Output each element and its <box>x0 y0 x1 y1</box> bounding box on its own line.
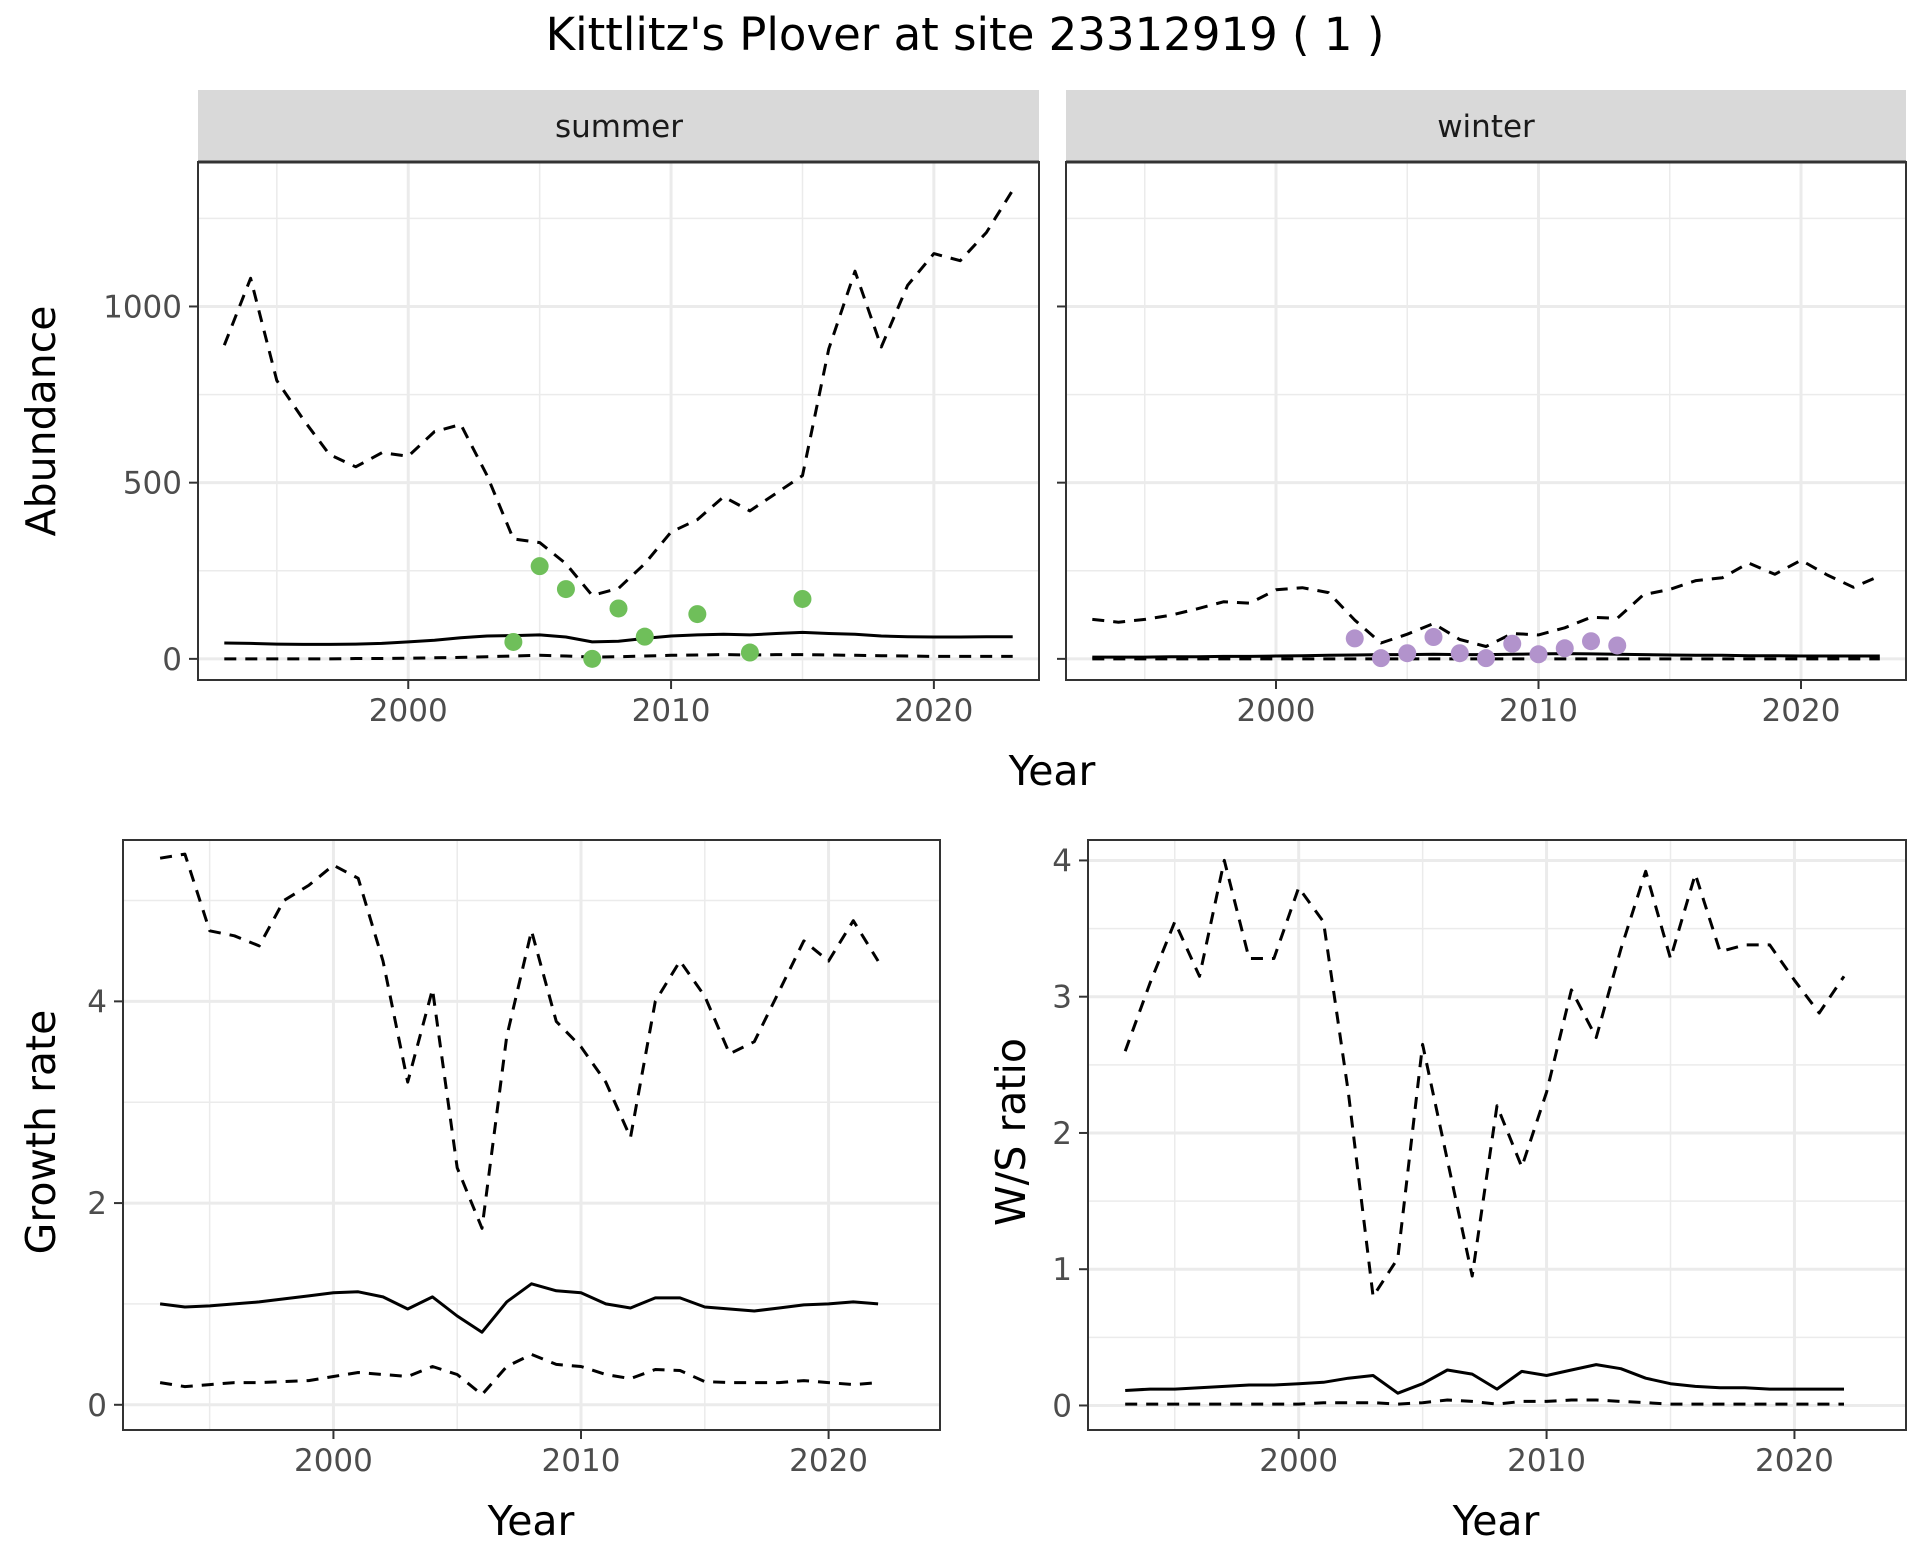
abundance-winter-observation-point <box>1582 632 1600 651</box>
abundance-summer-y-tick-label: 500 <box>123 466 182 502</box>
abundance-winter-observation-point <box>1608 636 1627 655</box>
abundance-summer-observation-point <box>504 632 523 651</box>
abundance-summer-y-tick-label: 0 <box>162 642 182 678</box>
abundance-summer-x-tick-label: 2000 <box>369 693 448 729</box>
abundance-summer-observation-point <box>609 599 628 618</box>
panel-ws-ratio: 2000 2010 2020 0 1 2 3 4 <box>1052 839 1907 1479</box>
growth-rate-x-tick-label: 2020 <box>789 1443 868 1479</box>
y-axis-title-abundance: Abundance <box>17 306 65 537</box>
abundance-summer-observation-point <box>583 649 602 668</box>
abundance-winter-observation-point <box>1345 629 1364 648</box>
abundance-summer-y-tick-label: 1000 <box>103 289 182 325</box>
strip-winter <box>1066 90 1906 161</box>
ws-ratio-dashed-line-2 <box>1125 1398 1844 1406</box>
growth-rate-dashed-line-0 <box>159 852 880 1230</box>
ws-ratio-background <box>1088 840 1906 1430</box>
abundance-winter-observation-point <box>1555 639 1574 658</box>
panel-abundance-winter: 2000 2010 2020 <box>1057 160 1907 729</box>
growth-rate-border <box>122 839 941 1431</box>
growth-rate-background <box>123 840 940 1430</box>
panel-growth-rate: 2000 2010 2020 0 2 4 <box>87 839 941 1479</box>
abundance-summer-dashed-line-0 <box>222 189 1014 597</box>
growth-rate-y-tick-label: 4 <box>87 984 107 1020</box>
x-axis-title-growth: Year <box>487 1497 575 1545</box>
ws-ratio-x-tick-label: 2010 <box>1507 1443 1586 1479</box>
abundance-summer-x-tick-label: 2020 <box>894 693 973 729</box>
abundance-winter-observation-point <box>1424 628 1443 647</box>
x-axis-title-ratio: Year <box>1452 1497 1540 1545</box>
abundance-winter-dashed-line-0 <box>1092 558 1881 648</box>
ws-ratio-y-tick-label: 2 <box>1052 1116 1072 1152</box>
ws-ratio-x-tick-label: 2020 <box>1755 1443 1834 1479</box>
abundance-winter-observation-point <box>1477 649 1495 668</box>
abundance-summer-solid-line-1 <box>224 630 1013 646</box>
strip-summer <box>198 90 1039 161</box>
ws-ratio-y-tick-label: 0 <box>1052 1388 1072 1424</box>
growth-rate-dashed-line-2 <box>159 1352 879 1397</box>
abundance-winter-x-tick-label: 2000 <box>1237 693 1316 729</box>
abundance-summer-observation-point <box>793 589 812 608</box>
strip-label-summer: summer <box>555 109 683 145</box>
ws-ratio-y-tick-label: 4 <box>1052 843 1072 879</box>
growth-rate-solid-line-1 <box>159 1282 879 1334</box>
abundance-winter-observation-point <box>1372 649 1390 668</box>
abundance-winter-observation-point <box>1503 634 1522 653</box>
panel-abundance-summer: 2000 2010 2020 0 500 1000 <box>103 160 1040 729</box>
abundance-winter-observation-point <box>1398 644 1417 663</box>
abundance-summer-observation-point <box>688 605 707 624</box>
abundance-summer-observation-point <box>635 627 654 646</box>
ws-ratio-x-tick-label: 2000 <box>1259 1443 1338 1479</box>
ws-ratio-y-tick-label: 3 <box>1052 980 1072 1016</box>
growth-rate-y-tick-label: 0 <box>87 1388 107 1424</box>
abundance-winter-x-tick-label: 2020 <box>1762 693 1841 729</box>
abundance-summer-observation-point <box>556 580 575 599</box>
growth-rate-x-tick-label: 2000 <box>294 1443 373 1479</box>
abundance-winter-x-tick-label: 2010 <box>1499 693 1578 729</box>
abundance-summer-observation-point <box>740 643 759 662</box>
abundance-winter-observation-point <box>1529 645 1548 664</box>
x-axis-title-top: Year <box>1008 747 1096 795</box>
ws-ratio-y-tick-label: 1 <box>1052 1252 1072 1288</box>
ws-ratio-border <box>1087 839 1907 1431</box>
abundance-summer-background <box>198 162 1039 680</box>
growth-rate-x-tick-label: 2010 <box>542 1443 621 1479</box>
y-axis-title-ratio: W/S ratio <box>987 1038 1035 1226</box>
y-axis-title-growth: Growth rate <box>17 1010 65 1255</box>
strip-label-winter: winter <box>1437 109 1535 145</box>
ws-ratio-solid-line-1 <box>1125 1363 1844 1395</box>
abundance-summer-dashed-line-2 <box>224 653 1013 661</box>
abundance-winter-background <box>1066 162 1906 680</box>
chart-title: Kittlitz's Plover at site 23312919 ( 1 ) <box>546 8 1385 61</box>
growth-rate-y-tick-label: 2 <box>87 1186 107 1222</box>
ws-ratio-dashed-line-0 <box>1123 858 1846 1298</box>
abundance-summer-observation-point <box>530 557 549 576</box>
abundance-winter-observation-point <box>1450 644 1469 663</box>
abundance-summer-x-tick-label: 2010 <box>632 693 711 729</box>
